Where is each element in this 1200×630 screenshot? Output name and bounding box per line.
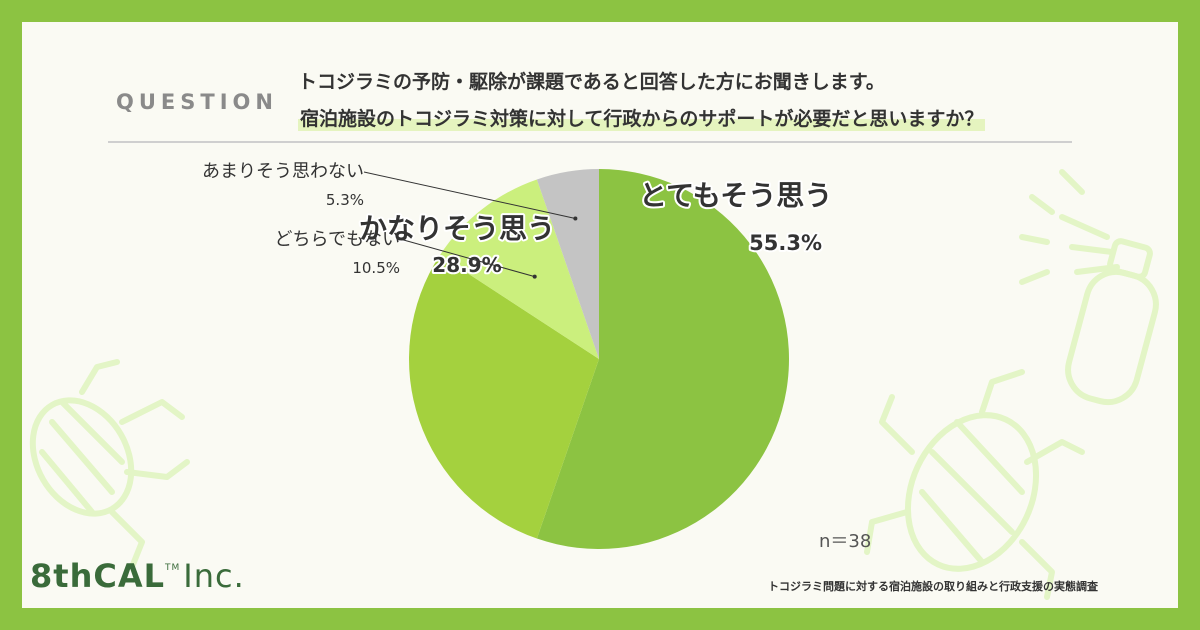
logo-tm: TM: [164, 563, 181, 573]
sample-size: n＝38: [819, 531, 872, 552]
question-line-2: 宿泊施設のトコジラミ対策に対して行政からのサポートが必要だと思いますか？: [298, 104, 986, 131]
slice-1: [536, 169, 789, 549]
slice-4-label: あまりそう思わない: [202, 161, 364, 182]
slice-4: [536, 169, 599, 359]
slice-3-value-label: 10.5%: [352, 259, 400, 277]
slice-2-label: かなりそう思う: [359, 212, 555, 245]
decoration-layer: [29, 169, 1159, 600]
survey-title: トコジラミ問題に対する宿泊施設の取り組みと行政支援の実態調査: [768, 580, 1098, 593]
logo-suffix: Inc.: [183, 557, 245, 595]
spray-can-icon: [1019, 169, 1159, 406]
slice-1-label: とてもそう思う: [639, 179, 832, 212]
question-line-1: トコジラミの予防・駆除が課題であると回答した方にお聞きします。: [298, 71, 885, 93]
bedbug-left-icon: [29, 359, 190, 570]
slice-3: [439, 179, 599, 359]
question-label: QUESTION: [116, 90, 278, 114]
slice-2: [408, 255, 599, 539]
logo-main: 8thCAL: [30, 557, 165, 595]
slice-4-value-label: 5.3%: [326, 191, 364, 209]
slice-4-leader-dot: [573, 216, 578, 221]
company-logo: 8thCALTMInc.: [30, 557, 245, 595]
question-divider: [108, 141, 1072, 143]
bedbug-right-icon: [864, 369, 1085, 600]
panel: QUESTION トコジラミの予防・駆除が課題であると回答した方にお聞きします。…: [22, 22, 1178, 608]
pie-chart: とてもそう思う55.3%かなりそう思う28.9%どちらでもない10.5%あまりそ…: [202, 161, 834, 549]
slice-3-label: どちらでもない: [275, 229, 400, 250]
slice-4-leader-line: [363, 171, 576, 219]
slice-3-leader-line: [399, 238, 535, 278]
slice-3-leader-dot: [532, 274, 537, 279]
slice-1-value-label: 55.3%: [749, 231, 822, 255]
